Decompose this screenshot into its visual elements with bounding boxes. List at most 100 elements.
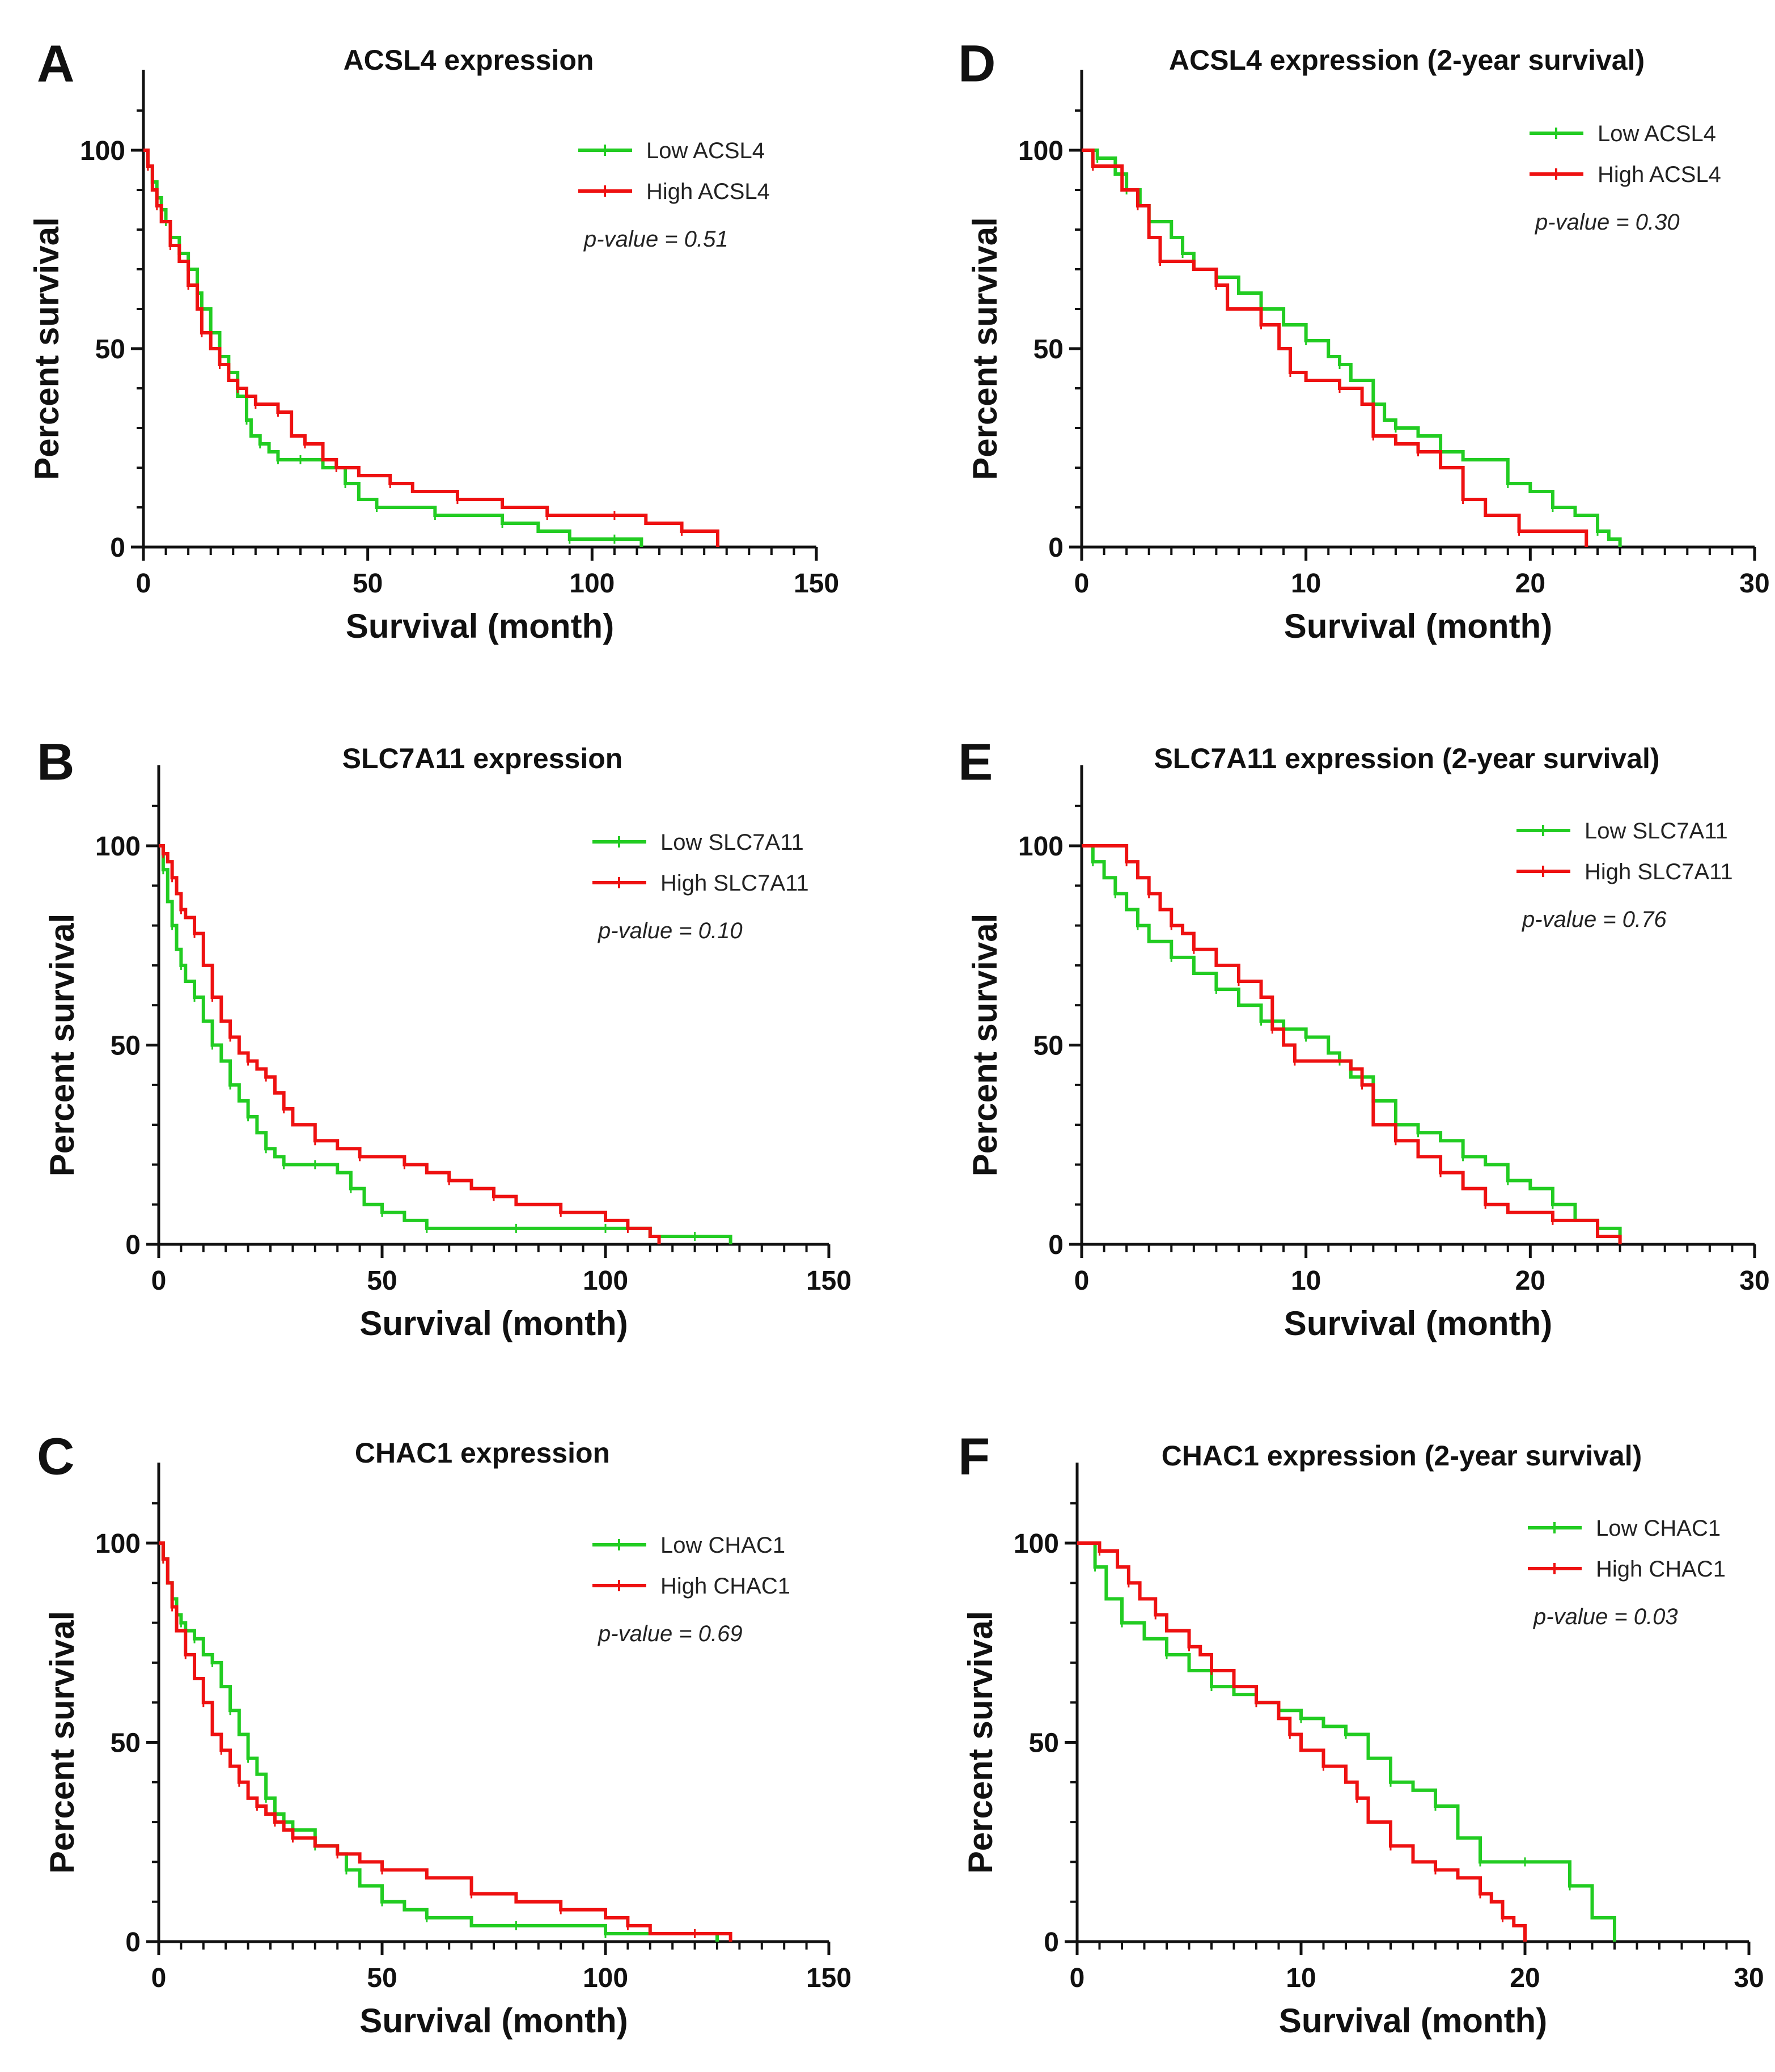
x-tick-label: 150: [806, 1963, 852, 1993]
panel-a: A ACSL4 expression 0 50 100 0 50 100 150 Survival…: [28, 35, 839, 645]
survival-curve-high: [1077, 1541, 1527, 1942]
p-value-label: p-value = 0.51: [583, 227, 728, 252]
x-tick-label: 150: [794, 569, 839, 599]
p-value-label: p-value = 0.69: [598, 1621, 743, 1646]
x-tick-label: 50: [353, 569, 383, 599]
x-tick-label: 30: [1739, 1266, 1769, 1296]
y-tick-label: 50: [95, 334, 125, 365]
survival-curve-high: [1082, 844, 1622, 1244]
legend-label-high: High ACSL4: [646, 179, 770, 204]
legend-label-low: Low ACSL4: [646, 138, 765, 163]
y-tick-label: 50: [1029, 1728, 1059, 1759]
x-axis-label: Survival (month): [1284, 1304, 1552, 1342]
y-tick-label: 100: [1018, 832, 1064, 862]
x-tick-label: 10: [1291, 1266, 1321, 1296]
y-tick-label: 50: [111, 1728, 141, 1759]
panel-d: D ACSL4 expression (2-year survival) 0 50 10…: [958, 35, 1770, 645]
survival-curve-high: [143, 149, 719, 547]
x-tick-label: 100: [569, 569, 615, 599]
x-tick-label: 50: [367, 1266, 397, 1296]
legend-label-low: Low CHAC1: [660, 1533, 785, 1558]
y-tick-label: 50: [111, 1031, 141, 1061]
panel-title: ACSL4 expression: [344, 44, 594, 76]
p-value-label: p-value = 0.30: [1535, 210, 1680, 235]
x-tick-label: 100: [583, 1266, 628, 1296]
survival-curve-high: [1082, 149, 1588, 547]
y-tick-label: 0: [125, 1927, 141, 1957]
y-tick-label: 0: [1048, 533, 1064, 563]
panel-title: SLC7A11 expression (2-year survival): [1154, 743, 1659, 774]
panel-f: F CHAC1 expression (2-year survival) 0 50 10…: [958, 1428, 1764, 2040]
y-axis-label: Percent survival: [966, 914, 1004, 1177]
y-tick-label: 50: [1033, 334, 1064, 365]
y-axis-label: Percent survival: [43, 914, 81, 1177]
legend-label-high: High CHAC1: [660, 1574, 790, 1599]
y-tick-label: 0: [125, 1230, 141, 1260]
x-tick-label: 0: [136, 569, 151, 599]
panel-title: CHAC1 expression (2-year survival): [1162, 1440, 1642, 1472]
p-value-label: p-value = 0.76: [1522, 907, 1667, 932]
x-tick-label: 0: [151, 1963, 167, 1993]
x-tick-label: 30: [1739, 569, 1769, 599]
panel-title: SLC7A11 expression: [342, 743, 623, 774]
x-axis-label: Survival (month): [1284, 607, 1552, 645]
x-axis-label: Survival (month): [359, 2002, 628, 2040]
y-tick-label: 100: [1018, 136, 1064, 166]
x-tick-label: 150: [806, 1266, 852, 1296]
y-tick-label: 100: [80, 136, 125, 166]
panel-letter: E: [958, 734, 993, 791]
panel-letter: C: [37, 1428, 74, 1486]
survival-curve-low: [1082, 844, 1622, 1244]
x-tick-label: 20: [1515, 1266, 1545, 1296]
legend-label-low: Low SLC7A11: [1585, 819, 1728, 844]
y-tick-label: 0: [1048, 1230, 1064, 1260]
survival-curve-low: [1077, 1541, 1616, 1942]
x-tick-label: 20: [1515, 569, 1545, 599]
panel-e: E SLC7A11 expression (2-year survival) 0 50…: [958, 734, 1770, 1342]
y-axis-label: Percent survival: [43, 1611, 81, 1874]
y-axis-label: Percent survival: [28, 217, 66, 480]
legend-label-high: High SLC7A11: [1585, 859, 1733, 884]
x-tick-label: 100: [583, 1963, 628, 1993]
x-tick-label: 50: [367, 1963, 397, 1993]
legend-label-high: High CHAC1: [1596, 1557, 1726, 1582]
x-tick-label: 0: [151, 1266, 167, 1296]
legend-label-low: Low CHAC1: [1596, 1516, 1721, 1541]
y-axis-label: Percent survival: [966, 217, 1004, 480]
panel-title: ACSL4 expression (2-year survival): [1169, 44, 1645, 76]
panel-title: CHAC1 expression: [355, 1437, 610, 1469]
y-tick-label: 0: [110, 533, 125, 563]
y-tick-label: 50: [1033, 1031, 1064, 1061]
panel-letter: A: [37, 35, 74, 93]
panel-letter: B: [37, 734, 74, 791]
survival-curve-high: [159, 1541, 732, 1942]
y-axis-label: Percent survival: [961, 1611, 999, 1874]
panel-b: B SLC7A11 expression 0 50 100 0 50 100 150 Surviv…: [37, 734, 852, 1342]
x-tick-label: 0: [1074, 569, 1090, 599]
legend-label-high: High SLC7A11: [660, 871, 809, 896]
x-tick-label: 0: [1070, 1963, 1085, 1993]
x-axis-label: Survival (month): [346, 607, 614, 645]
x-tick-label: 20: [1510, 1963, 1540, 1993]
x-tick-label: 30: [1734, 1963, 1764, 1993]
survival-curve-high: [159, 844, 661, 1244]
y-tick-label: 100: [95, 832, 141, 862]
y-tick-label: 100: [1014, 1529, 1059, 1559]
x-tick-label: 10: [1291, 569, 1321, 599]
legend-label-low: Low SLC7A11: [660, 830, 804, 855]
legend-label-low: Low ACSL4: [1598, 121, 1716, 146]
p-value-label: p-value = 0.10: [598, 918, 743, 943]
x-axis-label: Survival (month): [1279, 2002, 1547, 2040]
survival-curve-low: [159, 1541, 719, 1942]
legend-label-high: High ACSL4: [1598, 162, 1721, 187]
p-value-label: p-value = 0.03: [1533, 1604, 1678, 1629]
x-axis-label: Survival (month): [359, 1304, 628, 1342]
x-tick-label: 0: [1074, 1266, 1090, 1296]
y-tick-label: 0: [1044, 1927, 1059, 1957]
survival-curve-low: [159, 844, 732, 1244]
panel-letter: F: [958, 1428, 990, 1486]
y-tick-label: 100: [95, 1529, 141, 1559]
x-tick-label: 10: [1286, 1963, 1316, 1993]
